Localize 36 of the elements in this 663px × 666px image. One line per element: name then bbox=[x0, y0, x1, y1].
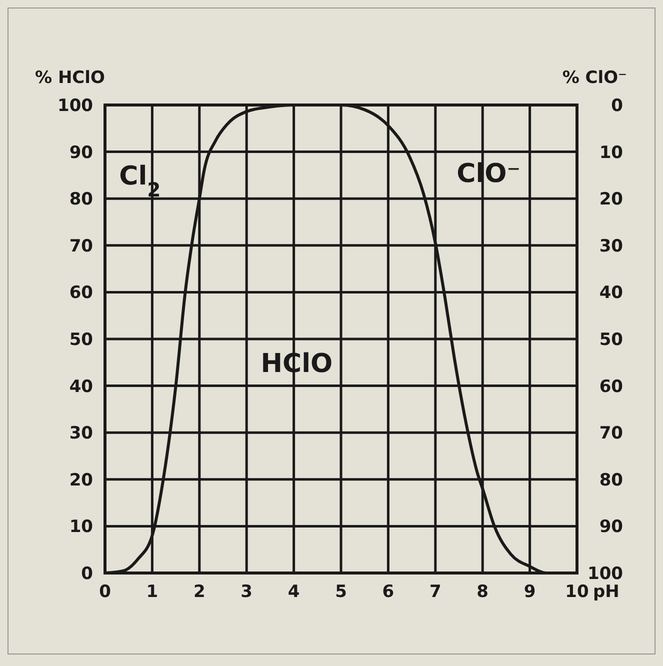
x-tick-label: 1 bbox=[146, 582, 158, 602]
y2-tick-label: 60 bbox=[599, 376, 624, 397]
y2-tick-label: 90 bbox=[599, 517, 624, 538]
y2-tick-label: 80 bbox=[599, 470, 624, 490]
x-tick-label: 10 bbox=[565, 582, 589, 602]
y-tick-label: 50 bbox=[69, 330, 94, 350]
y-tick-label: 10 bbox=[69, 517, 94, 538]
x-tick-label: 4 bbox=[288, 582, 300, 602]
y-tick-label: 0 bbox=[81, 564, 94, 584]
y2-tick-label: 10 bbox=[599, 142, 624, 163]
y2-tick-label: 100 bbox=[588, 564, 624, 584]
x-tick-label: 0 bbox=[99, 582, 112, 602]
x-tick-label: 7 bbox=[429, 582, 442, 602]
y-tick-label: 80 bbox=[69, 190, 94, 210]
x-tick-label: 3 bbox=[240, 582, 253, 602]
y2-tick-label: 20 bbox=[599, 190, 624, 210]
y-axis-title: % HClO bbox=[35, 68, 105, 88]
y-tick-label: 40 bbox=[69, 376, 94, 397]
y-tick-label: 100 bbox=[58, 96, 94, 116]
y-tick-label: 60 bbox=[69, 283, 94, 304]
x-tick-label: 8 bbox=[476, 582, 489, 602]
y2-tick-label: 0 bbox=[611, 96, 624, 116]
x-tick-label: 9 bbox=[524, 582, 536, 602]
y-tick-label: 90 bbox=[69, 142, 94, 163]
x-tick-label: 5 bbox=[335, 582, 347, 602]
y-tick-label: 70 bbox=[69, 236, 94, 256]
y-tick-label: 20 bbox=[69, 470, 94, 490]
y2-tick-label: 50 bbox=[599, 330, 624, 350]
x-axis-title: pH bbox=[593, 582, 620, 602]
y2-axis-title: % ClO⁻ bbox=[562, 68, 627, 88]
y-tick-label: 30 bbox=[69, 424, 94, 444]
y2-tick-label: 70 bbox=[599, 424, 624, 444]
x-tick-label: 2 bbox=[193, 582, 206, 602]
y2-tick-label: 30 bbox=[599, 236, 624, 256]
y2-tick-label: 40 bbox=[599, 283, 624, 304]
x-tick-label: 6 bbox=[382, 582, 394, 602]
